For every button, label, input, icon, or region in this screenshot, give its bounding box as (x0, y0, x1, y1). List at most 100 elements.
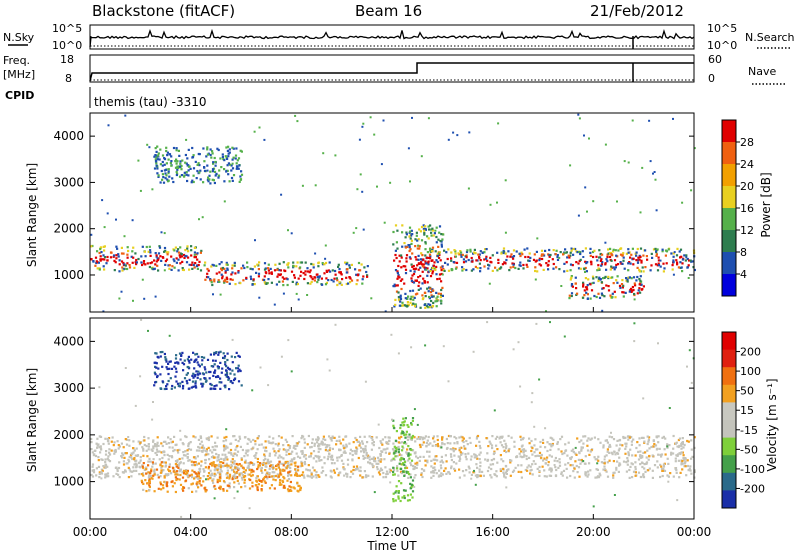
heatmap-cell (671, 264, 674, 267)
heatmap-cell (569, 251, 572, 254)
heatmap-cell (683, 462, 686, 465)
heatmap-cell (226, 277, 229, 280)
heatmap-cell (562, 253, 565, 256)
heatmap-cell (636, 266, 639, 269)
heatmap-cell (141, 465, 144, 468)
heatmap-cell (226, 352, 229, 355)
heatmap-cell (687, 264, 690, 267)
heatmap-cell (613, 494, 616, 496)
heatmap-cell (605, 284, 608, 287)
heatmap-cell (450, 268, 453, 271)
heatmap-cell (283, 469, 286, 472)
heatmap-cell (174, 160, 177, 163)
heatmap-cell (450, 251, 453, 254)
heatmap-cell (104, 453, 108, 456)
heatmap-cell (426, 461, 429, 464)
heatmap-cell (202, 446, 206, 449)
heatmap-cell (96, 437, 99, 440)
heatmap-cell (644, 470, 647, 473)
heatmap-cell (211, 283, 214, 287)
heatmap-cell (573, 476, 576, 479)
heatmap-cell (578, 250, 581, 253)
heatmap-cell (267, 440, 270, 443)
heatmap-cell (233, 497, 236, 500)
heatmap-cell (174, 476, 177, 479)
heatmap-cell (339, 272, 342, 275)
heatmap-cell (153, 444, 157, 448)
heatmap-cell (681, 459, 684, 463)
heatmap-cell (107, 442, 110, 445)
heatmap-cell (291, 435, 294, 438)
heatmap-cell (251, 474, 254, 477)
heatmap-cell (155, 260, 158, 263)
heatmap-cell (435, 297, 438, 300)
heatmap-cell (157, 152, 160, 155)
heatmap-cell (675, 469, 678, 472)
heatmap-cell (316, 276, 319, 279)
heatmap-cell (403, 441, 406, 444)
heatmap-cell (399, 470, 403, 473)
nsearch-tick-top: 10^5 (707, 22, 737, 35)
heatmap-cell (164, 172, 167, 175)
heatmap-cell (440, 280, 443, 283)
heatmap-cell (568, 256, 571, 259)
heatmap-cell (227, 378, 230, 381)
heatmap-cell (392, 424, 395, 427)
heatmap-cell (616, 439, 619, 442)
heatmap-cell (548, 254, 551, 257)
heatmap-cell (223, 168, 226, 171)
heatmap-cell (166, 151, 169, 154)
heatmap-cell (570, 283, 574, 286)
heatmap-cell (376, 466, 379, 469)
heatmap-cell (199, 442, 202, 446)
heatmap-cell (141, 263, 144, 267)
heatmap-cell (293, 276, 296, 279)
heatmap-cell (640, 261, 643, 264)
heatmap-cell (595, 255, 598, 258)
heatmap-cell (405, 433, 408, 436)
heatmap-cell (235, 351, 238, 354)
heatmap-cell (362, 122, 365, 125)
heatmap-cell (678, 437, 682, 440)
heatmap-cell (643, 440, 646, 443)
heatmap-cell (180, 515, 183, 518)
heatmap-cell (145, 466, 148, 469)
heatmap-cell (106, 439, 110, 443)
heatmap-cell (191, 179, 194, 182)
heatmap-cell (268, 475, 271, 478)
heatmap-cell (296, 442, 299, 445)
heatmap-cell (155, 164, 158, 167)
heatmap-cell (630, 290, 633, 293)
heatmap-cell (181, 351, 184, 354)
heatmap-cell (225, 464, 228, 467)
heatmap-cell (240, 464, 243, 467)
heatmap-cell (263, 278, 266, 282)
heatmap-cell (407, 473, 411, 476)
heatmap-cell (364, 447, 367, 450)
heatmap-cell (517, 470, 520, 473)
heatmap-cell (415, 234, 418, 237)
heatmap-cell (581, 250, 584, 253)
heatmap-cell (499, 454, 502, 457)
heatmap-cell (128, 266, 132, 269)
heatmap-cell (235, 162, 238, 165)
heatmap-cell (635, 254, 638, 257)
heatmap-cell (167, 442, 170, 445)
heatmap-cell (680, 442, 683, 446)
heatmap-cell (205, 371, 208, 374)
heatmap-cell (608, 451, 611, 454)
heatmap-cell (570, 247, 573, 250)
heatmap-cell (621, 291, 624, 294)
heatmap-cell (460, 435, 463, 438)
heatmap-cell (185, 379, 188, 383)
heatmap-cell (400, 467, 403, 471)
heatmap-cell (592, 277, 595, 280)
heatmap-cell (447, 434, 451, 438)
heatmap-cell (232, 454, 235, 458)
heatmap-cell (301, 451, 304, 454)
heatmap-cell (552, 438, 555, 441)
heatmap-cell (548, 474, 551, 477)
heatmap-cell (641, 166, 644, 169)
heatmap-cell (250, 461, 253, 465)
heatmap-cell (287, 266, 290, 269)
